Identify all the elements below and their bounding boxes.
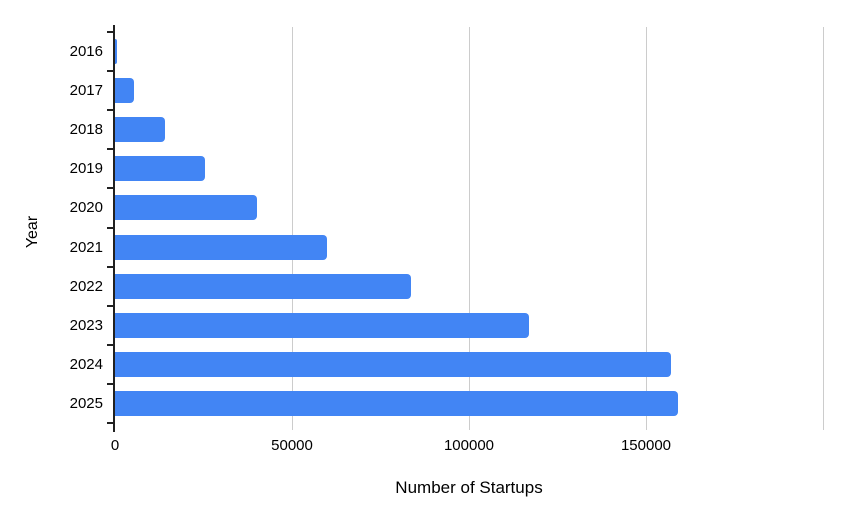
bar xyxy=(115,273,411,299)
y-axis-tick xyxy=(107,187,113,190)
y-axis-tick xyxy=(107,31,113,33)
y-tick-label: 2024 xyxy=(69,355,103,373)
x-tick-label: 50000 xyxy=(271,437,313,454)
bar xyxy=(115,39,117,65)
bar xyxy=(115,390,678,416)
bar-row: 2018 xyxy=(70,110,823,149)
y-tick-label: 2022 xyxy=(69,277,103,295)
y-axis-tick xyxy=(107,265,113,268)
bar-row: 2024 xyxy=(70,345,823,384)
y-tick-label: 2017 xyxy=(69,82,103,100)
y-tick-label: 2016 xyxy=(69,43,103,61)
x-axis-tick-labels: 0 50000 100000 150000 xyxy=(111,437,823,455)
gridline xyxy=(468,27,470,430)
bar-row: 2016 xyxy=(70,32,823,71)
y-axis-line xyxy=(113,25,115,432)
y-axis-tick xyxy=(107,226,113,229)
bar xyxy=(115,156,206,182)
y-axis-tick xyxy=(107,148,113,151)
x-tick-label: 0 xyxy=(110,437,120,454)
y-axis-tick xyxy=(107,109,113,112)
gridline xyxy=(822,27,824,430)
bar xyxy=(115,117,165,143)
bar-row: 2023 xyxy=(70,306,823,345)
bar-row: 2019 xyxy=(70,149,823,188)
bar-row: 2025 xyxy=(70,384,823,423)
bar xyxy=(115,351,671,377)
y-tick-label: 2018 xyxy=(69,121,103,139)
plot-area: 2016 2017 2018 2019 2020 2021 2022 2023 2024 2025 xyxy=(70,25,824,432)
bar-row: 2020 xyxy=(70,188,823,227)
y-axis-tick xyxy=(107,304,113,307)
bar xyxy=(115,195,257,221)
y-tick-label: 2025 xyxy=(69,394,103,412)
y-axis-tick xyxy=(107,382,113,385)
bar-row: 2022 xyxy=(70,267,823,306)
x-tick-label: 150000 xyxy=(620,437,672,454)
x-tick-label: 100000 xyxy=(443,437,495,454)
bar xyxy=(115,234,328,260)
y-axis-tick xyxy=(107,70,113,73)
bar-row: 2017 xyxy=(70,71,823,110)
y-axis-title: Year xyxy=(24,215,41,249)
x-axis-title: Number of Startups xyxy=(395,478,543,497)
y-tick-label: 2020 xyxy=(69,199,103,217)
y-axis-tick xyxy=(107,422,113,424)
bar-row: 2021 xyxy=(70,227,823,266)
y-tick-label: 2019 xyxy=(69,160,103,178)
y-tick-label: 2023 xyxy=(69,316,103,334)
bar xyxy=(115,312,530,338)
gridline xyxy=(645,27,647,430)
bar xyxy=(115,78,135,104)
y-tick-label: 2021 xyxy=(69,238,103,256)
gridline xyxy=(291,27,293,430)
y-axis-tick xyxy=(107,343,113,346)
